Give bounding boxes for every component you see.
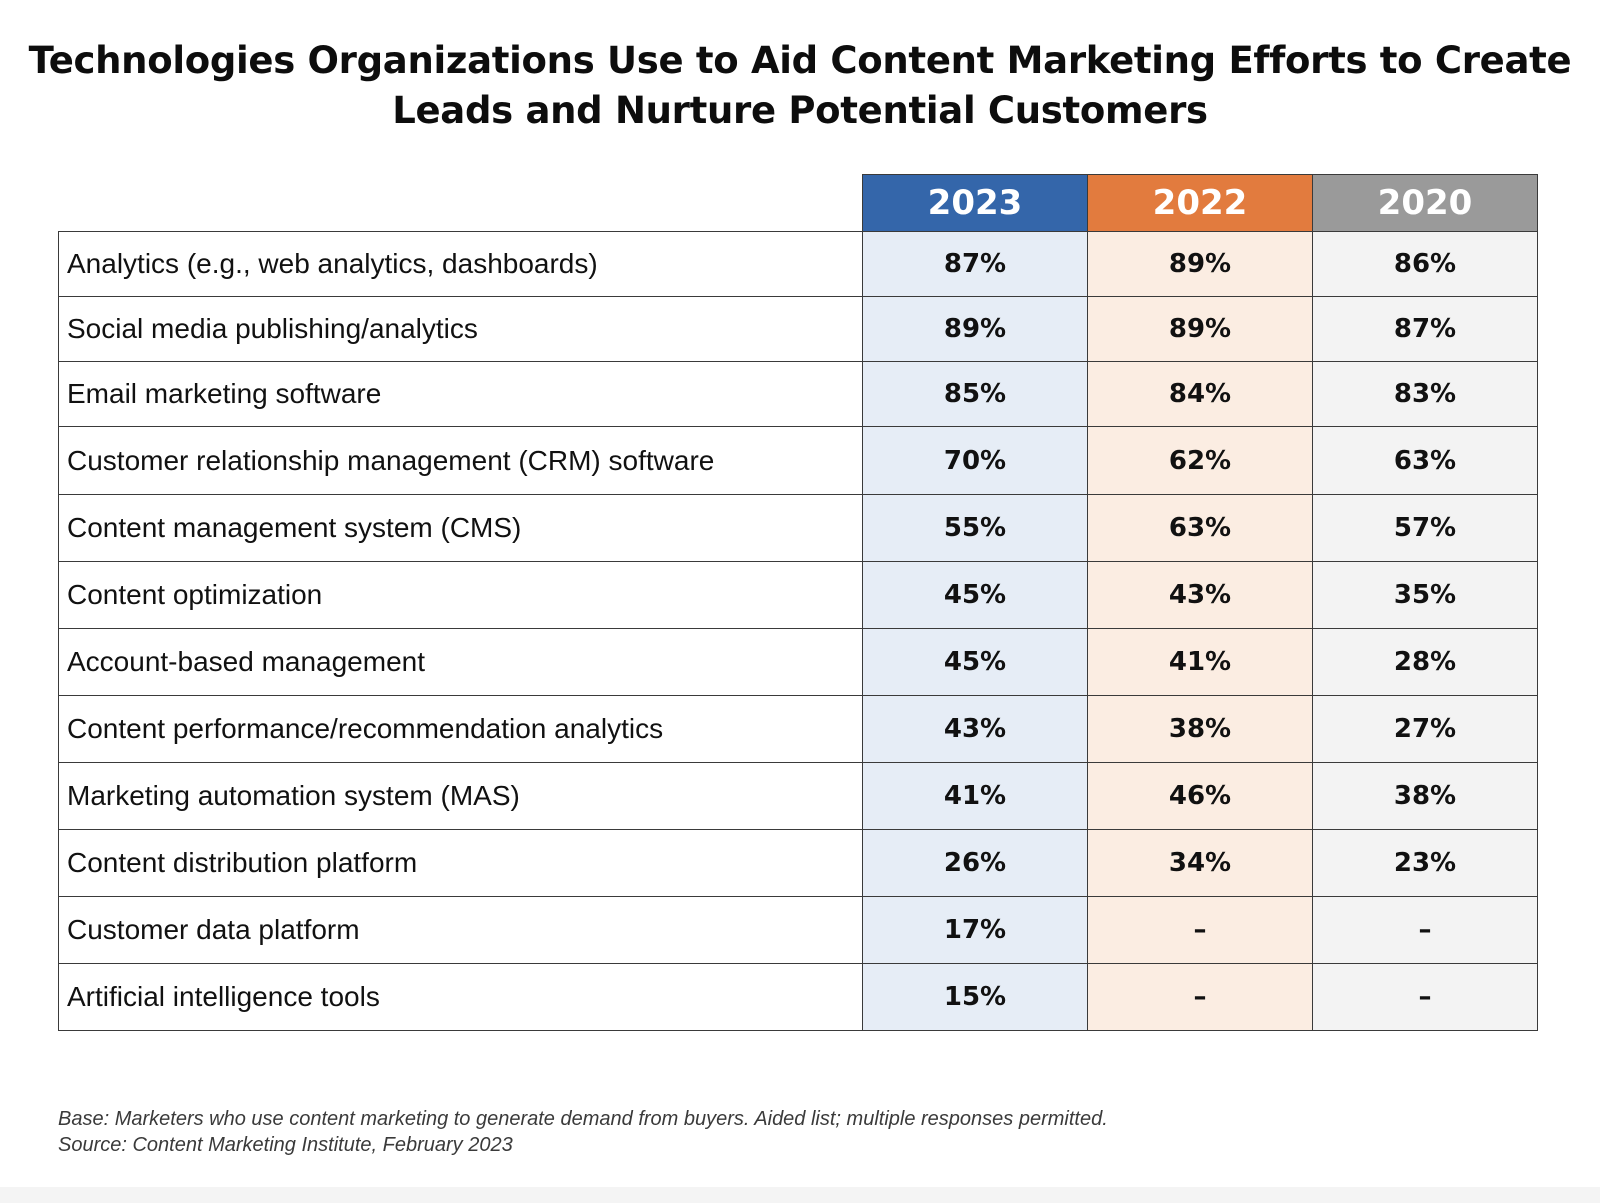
column-header-2023: 2023: [862, 174, 1088, 232]
table-row: Customer relationship management (CRM) s…: [58, 426, 1538, 495]
column-header-2020: 2020: [1312, 174, 1538, 232]
value-cell-2022: –: [1087, 963, 1313, 1031]
row-label: Customer relationship management (CRM) s…: [58, 426, 863, 495]
table-row: Email marketing software 85% 84% 83%: [58, 361, 1538, 427]
value-cell-2020: 83%: [1312, 361, 1538, 427]
chart-title-line-1: Technologies Organizations Use to Aid Co…: [28, 39, 1572, 82]
row-label: Account-based management: [58, 628, 863, 696]
table-row: Artificial intelligence tools 15% – –: [58, 963, 1538, 1031]
table-row: Content management system (CMS) 55% 63% 57%: [58, 494, 1538, 562]
table-row: Content performance/recommendation analy…: [58, 695, 1538, 763]
chart-title: Technologies Organizations Use to Aid Co…: [0, 36, 1600, 136]
header-row: 2023 2022 2020: [58, 174, 1538, 232]
header-blank-cell: [58, 174, 863, 232]
bottom-band: [0, 1187, 1600, 1203]
value-cell-2022: 89%: [1087, 231, 1313, 297]
value-cell-2022: –: [1087, 896, 1313, 964]
value-cell-2022: 34%: [1087, 829, 1313, 897]
value-cell-2023: 45%: [862, 628, 1088, 696]
value-cell-2020: 86%: [1312, 231, 1538, 297]
value-cell-2022: 41%: [1087, 628, 1313, 696]
row-label: Content distribution platform: [58, 829, 863, 897]
row-label: Content optimization: [58, 561, 863, 629]
value-cell-2022: 43%: [1087, 561, 1313, 629]
table-body: Analytics (e.g., web analytics, dashboar…: [58, 231, 1538, 1031]
value-cell-2020: –: [1312, 963, 1538, 1031]
value-cell-2023: 41%: [862, 762, 1088, 830]
table-row: Marketing automation system (MAS) 41% 46% 3…: [58, 762, 1538, 830]
value-cell-2020: 23%: [1312, 829, 1538, 897]
chart-title-line-2: Leads and Nurture Potential Customers: [392, 89, 1208, 132]
value-cell-2023: 55%: [862, 494, 1088, 562]
row-label: Marketing automation system (MAS): [58, 762, 863, 830]
value-cell-2022: 38%: [1087, 695, 1313, 763]
table-row: Account-based management 45% 41% 28%: [58, 628, 1538, 696]
row-label: Artificial intelligence tools: [58, 963, 863, 1031]
data-table: 2023 2022 2020 Analytics (e.g., web anal…: [58, 174, 1538, 1031]
value-cell-2023: 85%: [862, 361, 1088, 427]
table-row: Customer data platform 17% – –: [58, 896, 1538, 964]
value-cell-2023: 70%: [862, 426, 1088, 495]
row-label: Content performance/recommendation analy…: [58, 695, 863, 763]
column-header-2022: 2022: [1087, 174, 1313, 232]
footnote-source: Source: Content Marketing Institute, Feb…: [58, 1134, 513, 1156]
value-cell-2022: 84%: [1087, 361, 1313, 427]
footnotes: Base: Marketers who use content marketin…: [58, 1106, 1108, 1158]
value-cell-2023: 43%: [862, 695, 1088, 763]
row-label: Social media publishing/analytics: [58, 296, 863, 362]
value-cell-2023: 15%: [862, 963, 1088, 1031]
value-cell-2023: 45%: [862, 561, 1088, 629]
value-cell-2020: 87%: [1312, 296, 1538, 362]
row-label: Email marketing software: [58, 361, 863, 427]
value-cell-2020: –: [1312, 896, 1538, 964]
value-cell-2023: 87%: [862, 231, 1088, 297]
value-cell-2022: 46%: [1087, 762, 1313, 830]
value-cell-2020: 35%: [1312, 561, 1538, 629]
table-row: Analytics (e.g., web analytics, dashboar…: [58, 231, 1538, 297]
row-label: Content management system (CMS): [58, 494, 863, 562]
table-row: Social media publishing/analytics 89% 89% 8…: [58, 296, 1538, 362]
value-cell-2020: 27%: [1312, 695, 1538, 763]
value-cell-2023: 26%: [862, 829, 1088, 897]
value-cell-2022: 62%: [1087, 426, 1313, 495]
footnote-base: Base: Marketers who use content marketin…: [58, 1108, 1108, 1130]
value-cell-2020: 57%: [1312, 494, 1538, 562]
value-cell-2020: 28%: [1312, 628, 1538, 696]
table-row: Content distribution platform 26% 34% 23%: [58, 829, 1538, 897]
value-cell-2023: 17%: [862, 896, 1088, 964]
row-label: Analytics (e.g., web analytics, dashboar…: [58, 231, 863, 297]
value-cell-2020: 63%: [1312, 426, 1538, 495]
table-row: Content optimization 45% 43% 35%: [58, 561, 1538, 629]
value-cell-2022: 63%: [1087, 494, 1313, 562]
value-cell-2023: 89%: [862, 296, 1088, 362]
value-cell-2020: 38%: [1312, 762, 1538, 830]
value-cell-2022: 89%: [1087, 296, 1313, 362]
row-label: Customer data platform: [58, 896, 863, 964]
